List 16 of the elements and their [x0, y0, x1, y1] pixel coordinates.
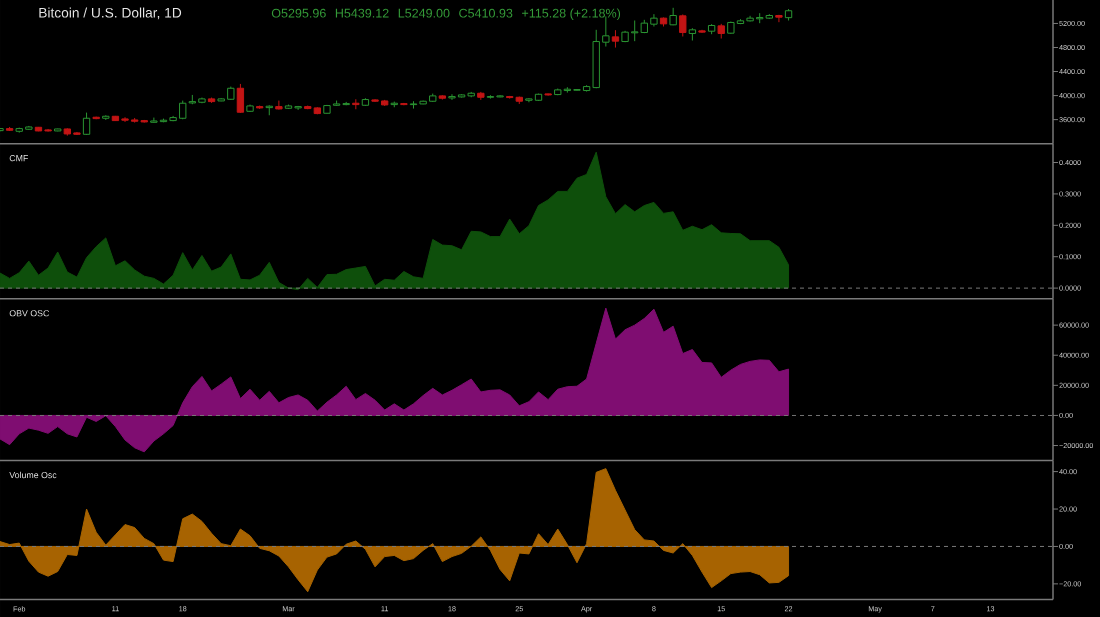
annotation: C5410.93: [459, 8, 513, 18]
text: OBV OSC: [9, 310, 50, 317]
annotation: H5439.12: [335, 8, 389, 18]
annotation: L5249.00: [398, 8, 450, 18]
candlestick: [775, 14, 783, 23]
chart-title: Bitcoin / U.S. Dollar, 1D: [39, 7, 182, 20]
text: Volume Osc: [9, 471, 57, 479]
text: CMF: [9, 155, 28, 162]
candlestick: [679, 13, 687, 37]
candlestick: [236, 83, 245, 114]
candlestick: [275, 100, 283, 111]
annotation: +115.28 (+2.18%): [522, 8, 621, 21]
candlestick: [448, 93, 456, 101]
annotation: O5295.96: [271, 8, 326, 18]
candlestick: [82, 112, 91, 136]
candlestick: [650, 13, 658, 27]
